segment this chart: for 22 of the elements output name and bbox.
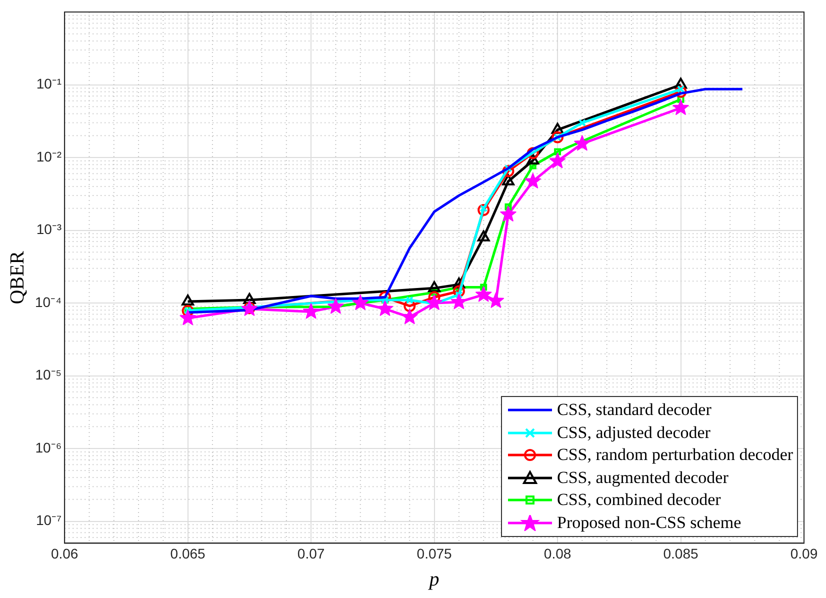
x-tick-label: 0.065 (170, 545, 206, 562)
x-tick-label: 0.07 (297, 545, 325, 562)
y-tick-label: 10⁻¹ (36, 76, 62, 92)
y-axis-title: QBER (6, 250, 28, 304)
y-tick-label: 10⁻⁷ (36, 512, 62, 528)
legend-label: CSS, combined decoder (557, 489, 721, 512)
legend-label: CSS, adjusted decoder (557, 422, 710, 444)
x-axis-title: p (427, 568, 440, 590)
legend-label: Proposed non-CSS scheme (557, 512, 742, 534)
y-tick-label: 10⁻⁶ (35, 439, 62, 456)
y-tick-label: 10⁻² (36, 148, 62, 164)
x-tick-label: 0.08 (544, 545, 572, 562)
legend-label: CSS, standard decoder (557, 399, 712, 422)
y-tick-label: 10⁻⁵ (35, 366, 62, 383)
legend-label: CSS, random perturbation decoder (557, 444, 794, 466)
x-tick-label: 0.09 (790, 545, 818, 562)
legend-label: CSS, augmented decoder (557, 466, 728, 489)
x-tick-label: 0.06 (50, 545, 78, 562)
x-tick-label: 0.075 (416, 545, 452, 562)
y-tick-label: 10⁻⁴ (34, 294, 62, 310)
y-tick-label: 10⁻³ (36, 221, 62, 238)
x-tick-label: 0.085 (663, 545, 698, 562)
